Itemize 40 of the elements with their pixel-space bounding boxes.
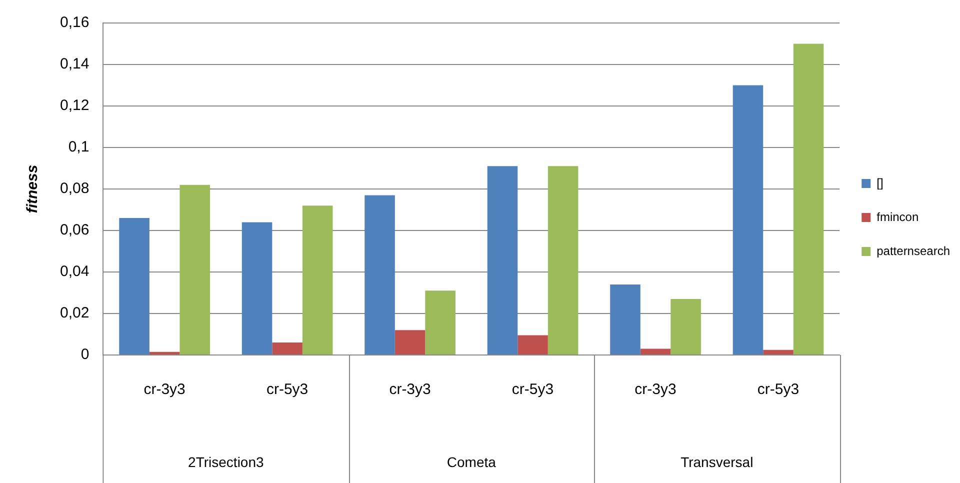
bar — [610, 284, 640, 354]
y-tick-label: 0,16 — [60, 14, 90, 32]
text: Cometa — [446, 454, 496, 470]
bar — [425, 290, 456, 354]
bar — [119, 218, 150, 354]
bar — [487, 166, 518, 354]
y-axis-title: fitness — [24, 164, 42, 214]
bar — [180, 184, 210, 354]
bar — [242, 222, 272, 354]
y-tick-label: 0,06 — [60, 222, 90, 239]
bar — [793, 44, 824, 354]
bar — [548, 166, 578, 354]
y-tick-label: 0,04 — [60, 263, 90, 280]
y-tick-label: 0,1 — [68, 138, 90, 156]
legend-label: [] — [876, 176, 884, 190]
text: Transversal — [680, 454, 754, 470]
bar — [763, 350, 794, 354]
bar — [670, 298, 701, 354]
y-tick-label: 0,02 — [60, 304, 90, 322]
x-tick-label: cr-5y3 — [266, 381, 308, 398]
x-tick-label: cr-3y3 — [389, 381, 431, 398]
x-tick-label: cr-3y3 — [634, 381, 676, 398]
legend-label: fmincon — [876, 210, 919, 224]
bar — [732, 85, 764, 354]
x-tick-label: cr-3y3 — [144, 381, 186, 398]
text: 2Trisection3 — [188, 454, 264, 470]
bar — [364, 195, 395, 354]
bar — [149, 352, 180, 354]
bar — [272, 342, 302, 354]
bar — [302, 206, 333, 354]
legend-label: patternsearch — [876, 244, 950, 258]
x-tick-label: cr-5y3 — [757, 381, 800, 398]
y-tick-label: 0,08 — [60, 180, 90, 198]
x-tick-label: cr-5y3 — [512, 381, 554, 398]
y-tick-label: 0 — [80, 346, 90, 364]
bar — [394, 330, 426, 354]
y-tick-label: 0,14 — [60, 56, 90, 73]
bar — [518, 335, 548, 354]
y-tick-label: 0,12 — [60, 97, 90, 114]
bar — [640, 348, 671, 354]
